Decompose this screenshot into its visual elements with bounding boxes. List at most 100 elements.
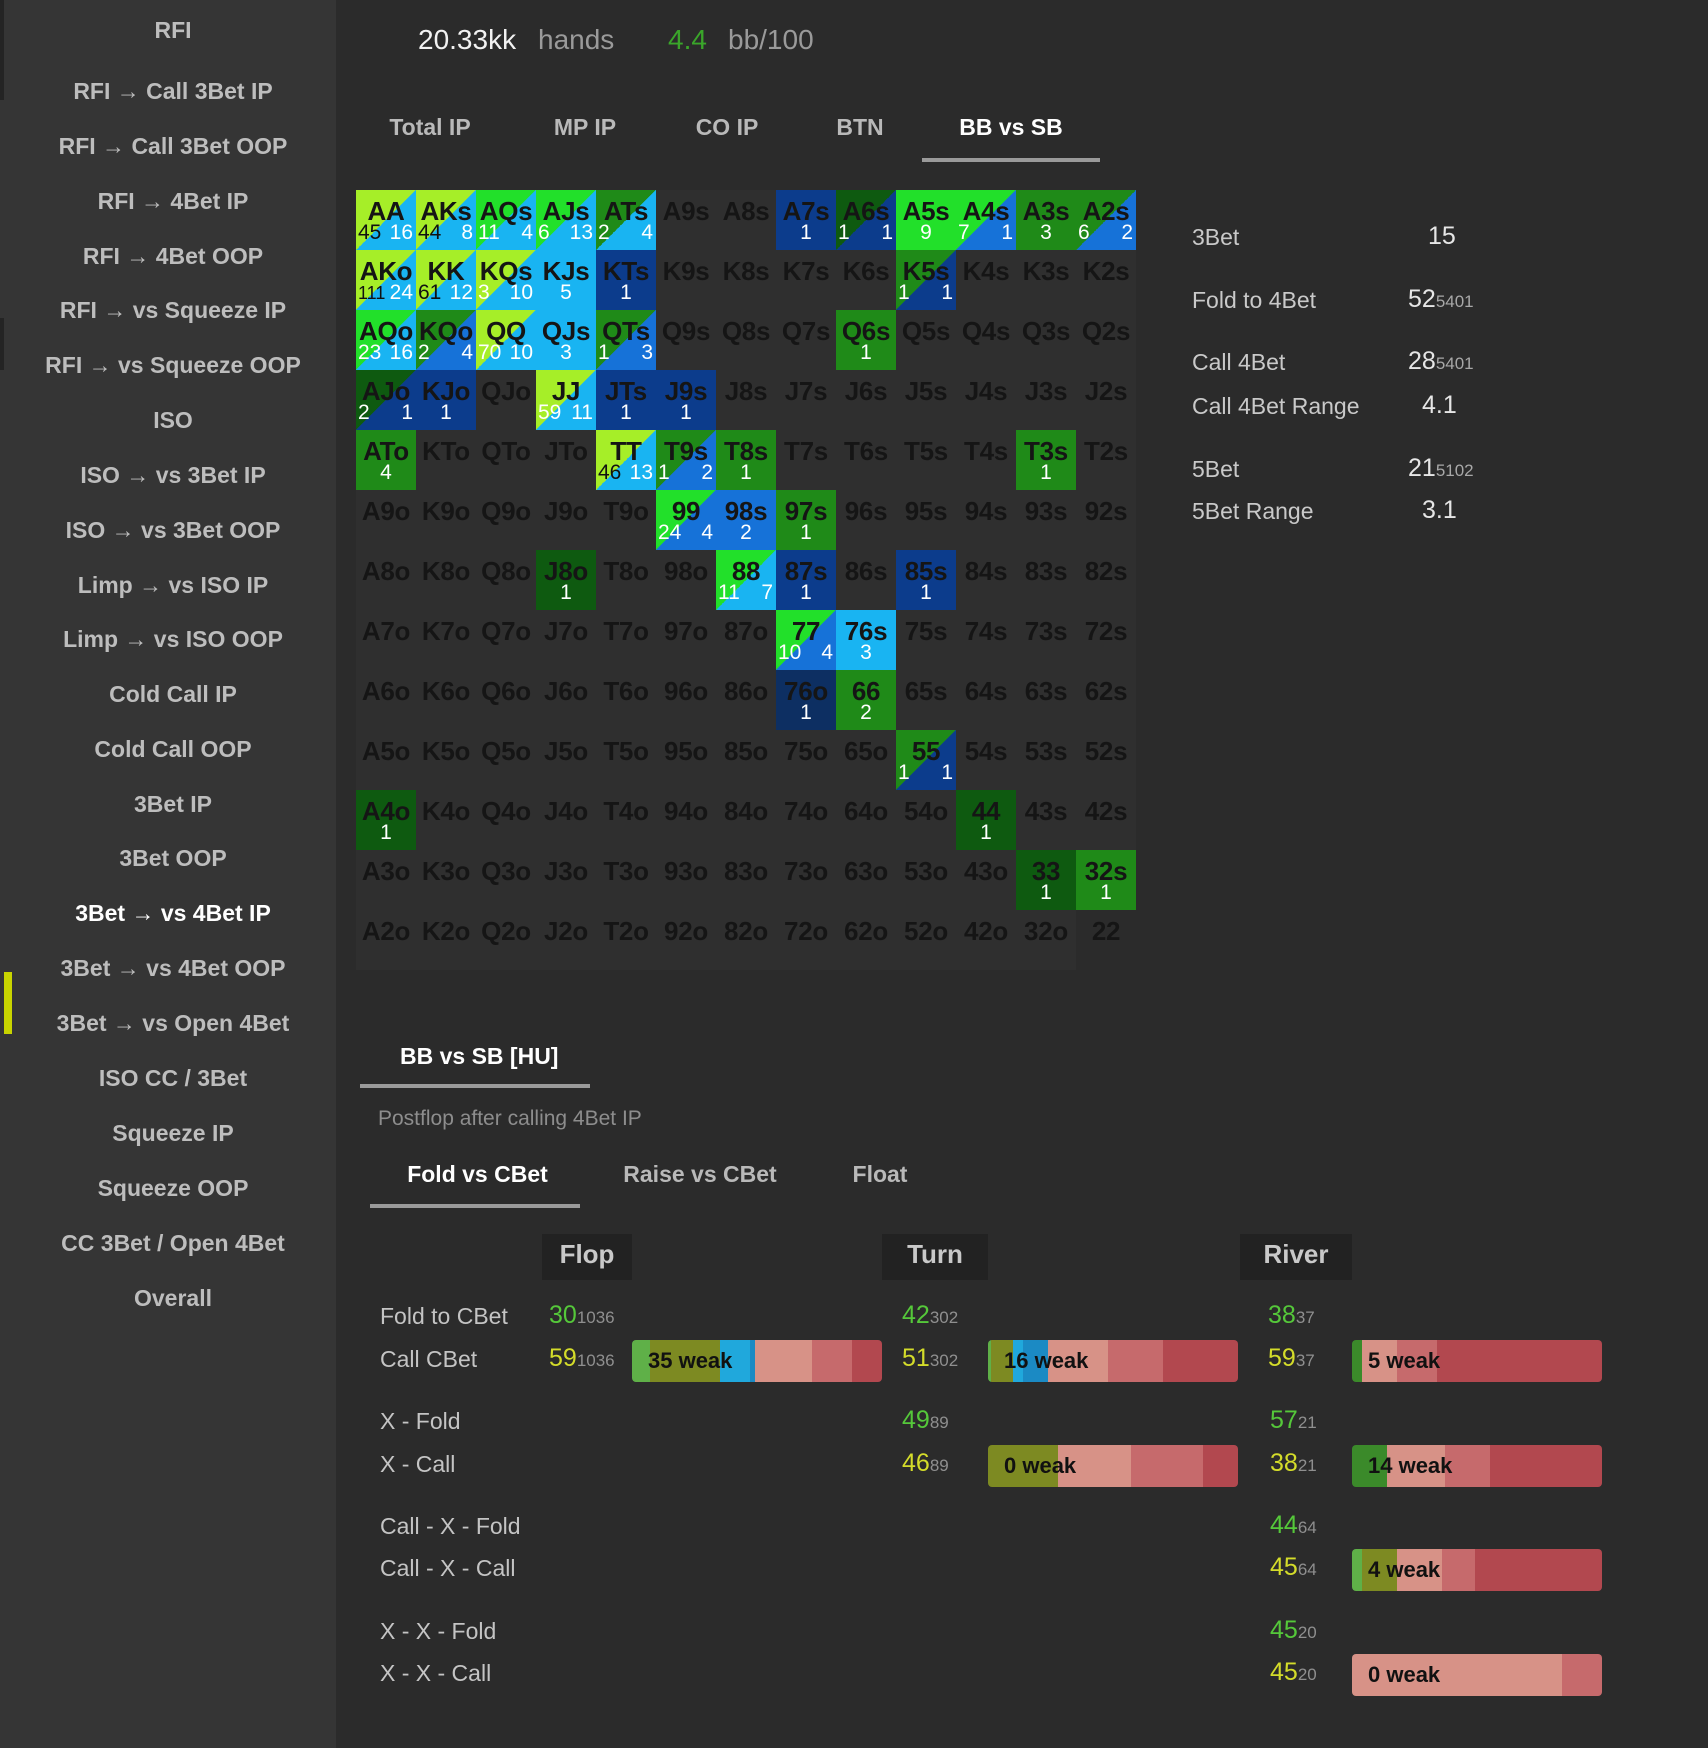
hand-cell[interactable]: Q6o xyxy=(476,670,536,730)
hand-cell[interactable]: T7o xyxy=(596,610,656,670)
hand-cell[interactable]: 95o xyxy=(656,730,716,790)
hand-cell[interactable]: A7o xyxy=(356,610,416,670)
hand-cell[interactable]: T4s xyxy=(956,430,1016,490)
hand-cell[interactable]: J5s xyxy=(896,370,956,430)
hand-cell[interactable]: J8o 1 xyxy=(536,550,596,610)
hand-cell[interactable]: J3s xyxy=(1016,370,1076,430)
postflop-tab[interactable]: Fold vs CBet xyxy=(407,1161,548,1187)
hand-cell[interactable]: 74o xyxy=(776,790,836,850)
hand-cell[interactable]: Q8o xyxy=(476,550,536,610)
position-tab[interactable]: Total IP xyxy=(389,114,471,140)
sidebar-item[interactable]: CC 3Bet / Open 4Bet xyxy=(61,1230,285,1256)
hand-cell[interactable]: 75o xyxy=(776,730,836,790)
hand-cell[interactable]: J9o xyxy=(536,490,596,550)
hand-cell[interactable]: Q9o xyxy=(476,490,536,550)
hand-cell[interactable]: A6o xyxy=(356,670,416,730)
hand-cell[interactable]: A7s 1 xyxy=(776,190,836,250)
hand-cell[interactable]: 76s 3 xyxy=(836,610,896,670)
sidebar-item[interactable]: RFI xyxy=(154,17,192,43)
hand-cell[interactable]: K4o xyxy=(416,790,476,850)
hand-cell[interactable]: T9s 1 2 xyxy=(656,430,716,490)
hand-cell[interactable]: K6o xyxy=(416,670,476,730)
hand-cell[interactable]: K7s xyxy=(776,250,836,310)
hand-cell[interactable]: A9o xyxy=(356,490,416,550)
sidebar-item[interactable]: Squeeze IP xyxy=(112,1120,234,1146)
hand-cell[interactable]: J2o xyxy=(536,910,596,970)
hand-cell[interactable]: 92s xyxy=(1076,490,1136,550)
hand-cell[interactable]: K5o xyxy=(416,730,476,790)
hand-cell[interactable]: Q5o xyxy=(476,730,536,790)
hand-cell[interactable]: 65s xyxy=(896,670,956,730)
hand-cell[interactable]: T2s xyxy=(1076,430,1136,490)
hand-cell[interactable]: J5o xyxy=(536,730,596,790)
hand-cell[interactable]: K3s xyxy=(1016,250,1076,310)
hand-cell[interactable]: Q8s xyxy=(716,310,776,370)
hand-cell[interactable]: QQ 70 10 xyxy=(476,310,536,370)
hand-cell[interactable]: 54o xyxy=(896,790,956,850)
hand-cell[interactable]: 52s xyxy=(1076,730,1136,790)
hand-cell[interactable]: T9o xyxy=(596,490,656,550)
sidebar-item[interactable]: Cold Call OOP xyxy=(94,736,252,762)
hand-cell[interactable]: KJo 1 xyxy=(416,370,476,430)
hand-cell[interactable]: 65o xyxy=(836,730,896,790)
hand-cell[interactable]: J4o xyxy=(536,790,596,850)
hand-cell[interactable]: 84o xyxy=(716,790,776,850)
sidebar-item[interactable]: RFI → Call 3Bet IP xyxy=(73,78,273,104)
hand-cell[interactable]: Q4s xyxy=(956,310,1016,370)
hand-cell[interactable]: T3s 1 xyxy=(1016,430,1076,490)
hand-cell[interactable]: 96o xyxy=(656,670,716,730)
hand-cell[interactable]: 94s xyxy=(956,490,1016,550)
sidebar-item[interactable]: RFI → 4Bet IP xyxy=(97,188,249,214)
hand-cell[interactable]: 83o xyxy=(716,850,776,910)
hand-cell[interactable]: T3o xyxy=(596,850,656,910)
hand-cell[interactable]: 66 2 xyxy=(836,670,896,730)
hand-cell[interactable]: A6s 1 1 xyxy=(836,190,896,250)
hand-cell[interactable]: 72s xyxy=(1076,610,1136,670)
hand-cell[interactable]: KJs 5 xyxy=(536,250,596,310)
hand-cell[interactable]: Q4o xyxy=(476,790,536,850)
hand-cell[interactable]: TT 46 13 xyxy=(596,430,656,490)
sidebar-item[interactable]: 3Bet OOP xyxy=(119,845,227,871)
hand-cell[interactable]: JTs 1 xyxy=(596,370,656,430)
hand-cell[interactable]: 97o xyxy=(656,610,716,670)
hand-cell[interactable]: 86s xyxy=(836,550,896,610)
hand-cell[interactable]: K2s xyxy=(1076,250,1136,310)
sidebar-item[interactable]: RFI → vs Squeeze IP xyxy=(59,297,287,323)
hand-cell[interactable]: A2o xyxy=(356,910,416,970)
hand-cell[interactable]: T4o xyxy=(596,790,656,850)
hand-cell[interactable]: 93o xyxy=(656,850,716,910)
hand-cell[interactable]: 92o xyxy=(656,910,716,970)
hand-cell[interactable]: AJo 2 1 xyxy=(356,370,416,430)
hand-cell[interactable]: AA 45 16 xyxy=(356,190,416,250)
hand-cell[interactable]: 94o xyxy=(656,790,716,850)
hand-cell[interactable]: 42s xyxy=(1076,790,1136,850)
hand-cell[interactable]: A4s 7 1 xyxy=(956,190,1016,250)
hand-cell[interactable]: 75s xyxy=(896,610,956,670)
hand-cell[interactable]: AQs 11 4 xyxy=(476,190,536,250)
hand-cell[interactable]: 52o xyxy=(896,910,956,970)
hand-cell[interactable]: 86o xyxy=(716,670,776,730)
hand-cell[interactable]: Q6s 1 xyxy=(836,310,896,370)
hand-cell[interactable]: 33 1 xyxy=(1016,850,1076,910)
hand-cell[interactable]: 73s xyxy=(1016,610,1076,670)
hand-cell[interactable]: Q3s xyxy=(1016,310,1076,370)
hand-cell[interactable]: QJo xyxy=(476,370,536,430)
sidebar-item[interactable]: RFI → Call 3Bet OOP xyxy=(58,133,288,159)
hand-cell[interactable]: 98s 2 xyxy=(716,490,776,550)
hand-cell[interactable]: 64o xyxy=(836,790,896,850)
hand-cell[interactable]: 53s xyxy=(1016,730,1076,790)
hand-cell[interactable]: 88 11 7 xyxy=(716,550,776,610)
hand-cell[interactable]: QTo xyxy=(476,430,536,490)
hand-cell[interactable]: JJ 59 11 xyxy=(536,370,596,430)
sidebar-item[interactable]: 3Bet → vs Open 4Bet xyxy=(56,1010,290,1036)
hand-cell[interactable]: QJs 3 xyxy=(536,310,596,370)
hand-cell[interactable]: K2o xyxy=(416,910,476,970)
hand-cell[interactable]: 72o xyxy=(776,910,836,970)
hand-cell[interactable]: T8o xyxy=(596,550,656,610)
hand-cell[interactable]: 85o xyxy=(716,730,776,790)
hand-cell[interactable]: K4s xyxy=(956,250,1016,310)
hand-cell[interactable]: 82s xyxy=(1076,550,1136,610)
hand-cell[interactable]: 95s xyxy=(896,490,956,550)
hand-cell[interactable]: J3o xyxy=(536,850,596,910)
hand-cell[interactable]: 54s xyxy=(956,730,1016,790)
